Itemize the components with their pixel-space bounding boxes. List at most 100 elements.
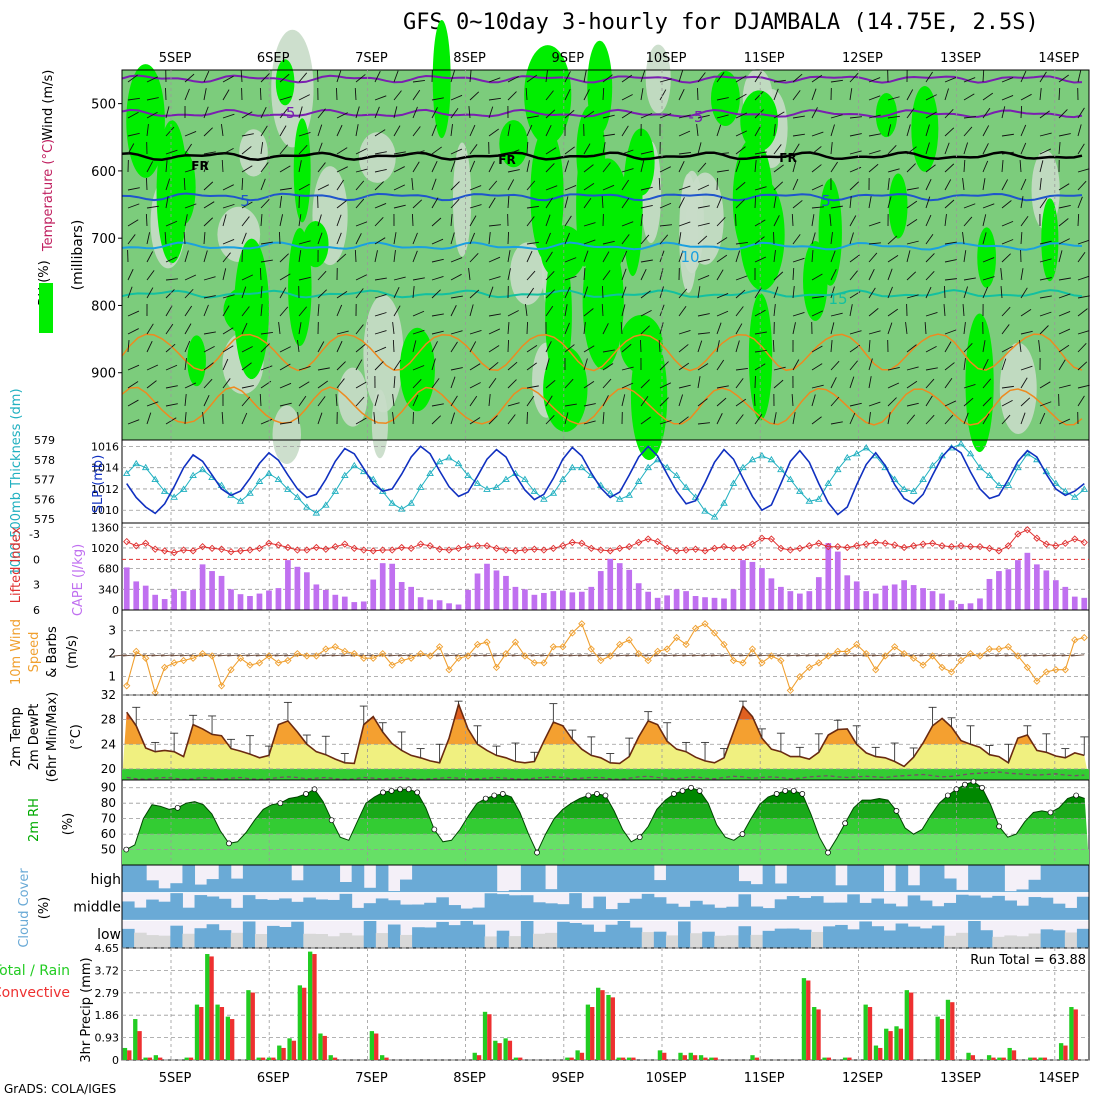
wind-barb <box>221 124 224 137</box>
wind10m-barb <box>1023 654 1037 657</box>
wind-barb <box>431 378 440 389</box>
wind-barb <box>944 414 954 425</box>
li-point <box>758 534 766 542</box>
cloud-cell <box>1040 929 1054 948</box>
wind-barb <box>146 97 159 101</box>
thickness-point <box>777 465 785 473</box>
wind-barb <box>431 217 442 227</box>
wind-barb <box>336 179 345 191</box>
thickness-point <box>843 453 852 461</box>
cape-bar <box>1081 597 1088 610</box>
wind-barb <box>450 395 458 407</box>
wind-barb <box>868 252 878 263</box>
wind-barb <box>564 403 577 407</box>
wind-barb <box>278 231 281 245</box>
wind-barb <box>697 114 710 119</box>
thickness-point <box>682 483 690 490</box>
cloud-cell <box>980 897 993 921</box>
cloud-cell <box>351 935 365 948</box>
precip-total-bar <box>1038 1057 1043 1060</box>
wind-barb <box>716 310 729 317</box>
wind-barb <box>165 106 170 119</box>
wind-barb <box>906 163 916 173</box>
cloud-cell <box>943 878 957 893</box>
precip-convective-bar <box>271 1057 276 1060</box>
cape-tick-label: 680 <box>98 563 119 576</box>
cloud-cell <box>641 893 655 921</box>
cape-bar <box>322 589 329 610</box>
cloud-cell <box>472 907 486 921</box>
wind-barb <box>773 250 776 263</box>
li-point <box>919 540 927 548</box>
wind-barb <box>1058 359 1066 371</box>
thickness-point <box>170 493 178 500</box>
wind-barb <box>412 310 425 317</box>
rh-point <box>499 791 506 797</box>
cloud-cell <box>412 865 425 893</box>
wind-barb <box>944 214 947 227</box>
wind10m-point <box>758 659 766 667</box>
wind10m-point <box>521 652 529 660</box>
wind-barb <box>165 220 178 227</box>
wind-barb <box>469 124 476 137</box>
wind10m-barb <box>236 654 251 657</box>
ylabel-temp-unit: (°C) <box>69 724 84 750</box>
wind10m-point <box>834 647 842 655</box>
wind-barb <box>412 365 425 371</box>
wind10m-point <box>502 650 510 658</box>
precip-total-bar <box>596 987 601 1060</box>
cloud-cell <box>557 921 570 948</box>
wind10m-barb <box>388 654 402 657</box>
thickness-point <box>426 469 434 477</box>
rh-point <box>696 787 703 794</box>
rh-point <box>636 834 643 841</box>
wind-barb <box>791 393 794 407</box>
wind-barb <box>336 304 343 317</box>
wind-barb <box>374 217 384 227</box>
wind-barb <box>145 177 148 191</box>
wind-barb <box>696 124 699 137</box>
wind-barb <box>943 304 946 317</box>
cloud-cell <box>980 865 993 893</box>
cape-bar <box>559 590 566 610</box>
wind-barb <box>811 146 822 155</box>
cloud-cell <box>629 865 643 893</box>
wind-barb <box>203 181 214 191</box>
precip-total-bar <box>1069 1007 1074 1060</box>
precip-total-bar <box>945 999 951 1060</box>
li-point <box>464 543 472 551</box>
wind10m-barb <box>435 654 450 657</box>
wind-barb <box>355 221 368 227</box>
wind-barb <box>431 178 437 191</box>
wind-barb <box>450 232 455 245</box>
li-point <box>767 535 776 543</box>
wind-barb <box>412 199 423 209</box>
cloud-cell <box>1040 865 1054 893</box>
x-date-label-bottom: 13SEP <box>940 1071 981 1086</box>
cloud-cell <box>532 902 546 921</box>
cape-bar <box>597 571 604 610</box>
wind10m-barb <box>559 654 573 657</box>
precip-convective-bar <box>878 1047 883 1060</box>
wind-barb <box>849 402 862 407</box>
cloud-cell <box>339 932 353 948</box>
wind-barb <box>393 106 398 119</box>
wind-barb <box>849 412 856 425</box>
wind10m-barb <box>530 654 544 657</box>
y-tick-label: 700 <box>91 232 116 247</box>
wind-barb <box>469 204 482 209</box>
wind-barb <box>298 214 302 227</box>
wind-barb <box>1020 178 1027 191</box>
wind-barb <box>640 339 642 353</box>
li-point <box>597 546 605 554</box>
cloud-cell <box>230 907 244 921</box>
cloud-cell <box>327 865 341 893</box>
wind-barb <box>259 267 262 281</box>
cloud-cell <box>931 925 945 948</box>
wind-barb <box>241 133 254 137</box>
thickness-point <box>578 463 586 471</box>
cloud-cell <box>146 899 159 921</box>
cloud-cell <box>883 903 897 921</box>
li-point <box>1023 526 1032 534</box>
